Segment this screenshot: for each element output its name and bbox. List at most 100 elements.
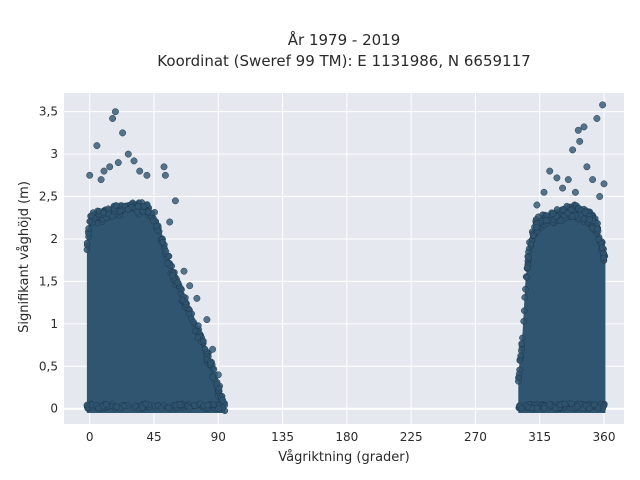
data-point <box>132 402 139 410</box>
x-axis-label: Vågriktning (grader) <box>278 450 409 465</box>
data-point <box>169 272 176 279</box>
outlier-point <box>546 167 554 175</box>
outlier-point <box>576 137 584 145</box>
data-point <box>159 238 167 246</box>
x-tick-label: 315 <box>528 430 551 444</box>
data-points <box>83 101 609 415</box>
outlier-point <box>193 294 201 302</box>
outlier-point <box>599 101 607 109</box>
outlier-point <box>600 180 608 188</box>
outlier-point <box>203 316 211 324</box>
data-point <box>134 203 142 210</box>
data-point <box>519 334 526 342</box>
data-point <box>88 212 95 219</box>
outlier-point <box>97 176 105 184</box>
x-axis-ticks: 0 45 90 135 180 225 270 315 360 <box>86 430 616 444</box>
outlier-point <box>109 115 117 122</box>
x-tick-label: 225 <box>400 430 423 444</box>
data-point <box>518 405 525 412</box>
data-point <box>522 285 529 293</box>
data-point <box>599 244 606 251</box>
outlier-point <box>186 282 194 290</box>
outlier-point <box>111 108 119 116</box>
outlier-point <box>136 167 144 175</box>
data-point <box>174 278 181 286</box>
data-point <box>523 264 531 272</box>
data-point <box>149 217 157 225</box>
data-point <box>527 240 535 248</box>
data-point <box>191 327 199 335</box>
data-point <box>525 253 532 261</box>
data-point <box>521 294 528 301</box>
data-point <box>109 213 116 220</box>
data-point <box>210 366 218 373</box>
data-point <box>515 374 522 382</box>
data-point <box>546 400 553 408</box>
data-point <box>162 248 170 255</box>
y-tick-label: 3 <box>50 147 58 161</box>
y-axis-ticks: 0 0,5 1 1,5 2 2,5 3 3,5 <box>39 105 58 416</box>
data-point <box>165 404 172 412</box>
outlier-point <box>180 267 188 275</box>
outlier-point <box>540 188 548 196</box>
data-point <box>600 254 607 262</box>
data-point <box>116 208 124 215</box>
data-point <box>530 232 537 239</box>
outlier-point <box>596 193 604 200</box>
x-tick-label: 360 <box>593 430 616 444</box>
data-point <box>133 208 141 216</box>
data-point <box>523 274 530 281</box>
data-point <box>194 334 202 341</box>
outlier-point <box>580 123 588 131</box>
data-point <box>582 209 589 216</box>
data-point <box>103 401 110 408</box>
data-point <box>588 224 596 232</box>
scatter-mass-0 <box>86 200 226 413</box>
x-tick-label: 135 <box>271 430 294 444</box>
data-point <box>158 404 165 412</box>
data-point <box>540 405 548 412</box>
data-point <box>518 340 525 347</box>
data-density-layer <box>86 200 606 413</box>
data-point <box>574 403 581 410</box>
y-tick-label: 1 <box>50 317 58 331</box>
y-axis-label: Signifikant våghöjd (m) <box>17 181 32 333</box>
outlier-point <box>589 176 597 184</box>
data-point <box>186 404 193 412</box>
y-tick-label: 0 <box>50 402 58 416</box>
outlier-point <box>100 167 108 175</box>
outlier-point <box>106 163 114 171</box>
data-point <box>594 225 601 233</box>
data-point <box>163 260 171 267</box>
data-point <box>139 404 146 412</box>
chart-title-line2: Koordinat (Sweref 99 TM): E 1131986, N 6… <box>157 52 530 70</box>
outlier-point <box>143 171 151 179</box>
outlier-point <box>166 218 174 226</box>
data-point <box>204 401 211 409</box>
outlier-point <box>553 174 561 182</box>
data-point <box>86 218 93 225</box>
outlier-point <box>161 171 169 179</box>
data-point <box>517 352 524 360</box>
data-point <box>112 202 120 209</box>
data-point <box>124 206 132 213</box>
data-point <box>144 208 152 215</box>
y-tick-label: 2 <box>50 232 58 246</box>
data-point <box>113 403 121 411</box>
data-point <box>580 215 588 223</box>
y-tick-label: 3,5 <box>39 105 58 119</box>
data-point <box>586 404 593 412</box>
y-tick-label: 0,5 <box>39 359 58 373</box>
data-point <box>569 213 576 220</box>
data-point <box>83 239 91 247</box>
outlier-point <box>574 126 582 134</box>
outlier-point <box>86 171 94 179</box>
data-point <box>533 224 540 231</box>
outlier-point <box>93 142 101 150</box>
data-point <box>83 401 91 409</box>
data-point <box>207 359 215 367</box>
x-tick-label: 0 <box>86 430 94 444</box>
outlier-point <box>569 146 577 154</box>
data-point <box>95 404 102 412</box>
outlier-point <box>559 184 567 192</box>
